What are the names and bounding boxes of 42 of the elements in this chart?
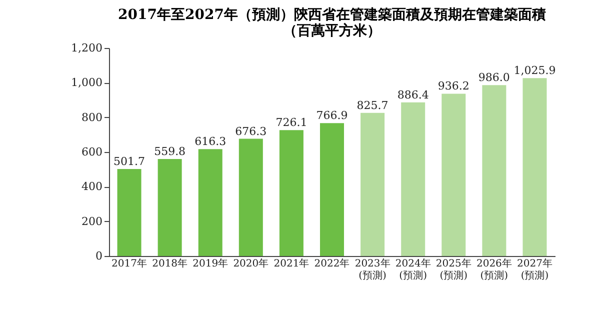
data-label: 825.7 [356,98,388,112]
data-label: 886.4 [397,88,429,102]
data-label: 766.9 [316,109,348,122]
x-tick-label: 2025年 (預測) [436,258,472,282]
bar [117,169,142,256]
data-label: 936.2 [438,80,470,93]
x-tick-label: 2022年 [314,258,350,270]
x-tick-label: 2019年 [192,258,228,270]
x-tick-label: 2020年 [233,258,269,270]
y-tick-label: 1,000 [71,76,102,90]
bar [522,78,547,256]
x-tick-label: 2026年 (預測) [476,258,512,282]
x-tick-label: 2017年 [112,258,147,270]
y-tick-label: 600 [82,146,102,158]
bar [482,85,506,256]
x-tick-label: 2027年 (預測) [517,258,552,282]
data-label: 501.7 [114,155,146,168]
text: （百萬平方米） [283,23,381,39]
y-tick-label: 1,200 [71,42,102,54]
bar [442,94,466,256]
bar [238,138,263,256]
data-label: 726.1 [276,116,308,130]
bar [401,102,426,256]
bar [279,130,304,256]
x-tick-label: 2024年 (預測) [395,258,431,282]
text: 2017年至2027年（預測）陝西省在管建築面積及預期在管建築面積 [118,7,546,23]
data-label: 986.0 [478,71,510,84]
bar [320,123,344,256]
x-tick-label: 2021年 [274,258,310,270]
bar [360,112,385,256]
bar [198,149,222,256]
x-tick-label: 2018年 [152,258,188,270]
bar [158,158,182,256]
data-label: 559.8 [154,144,186,158]
y-tick-label: 0 [96,250,102,262]
data-label: 676.3 [235,124,267,138]
data-label: 1,025.9 [514,64,556,78]
y-tick-label: 400 [82,180,102,194]
y-tick-label: 200 [82,214,102,228]
data-label: 616.3 [194,135,226,148]
x-tick-label: 2023年 (預測) [354,258,390,282]
y-tick-label: 800 [82,110,102,124]
